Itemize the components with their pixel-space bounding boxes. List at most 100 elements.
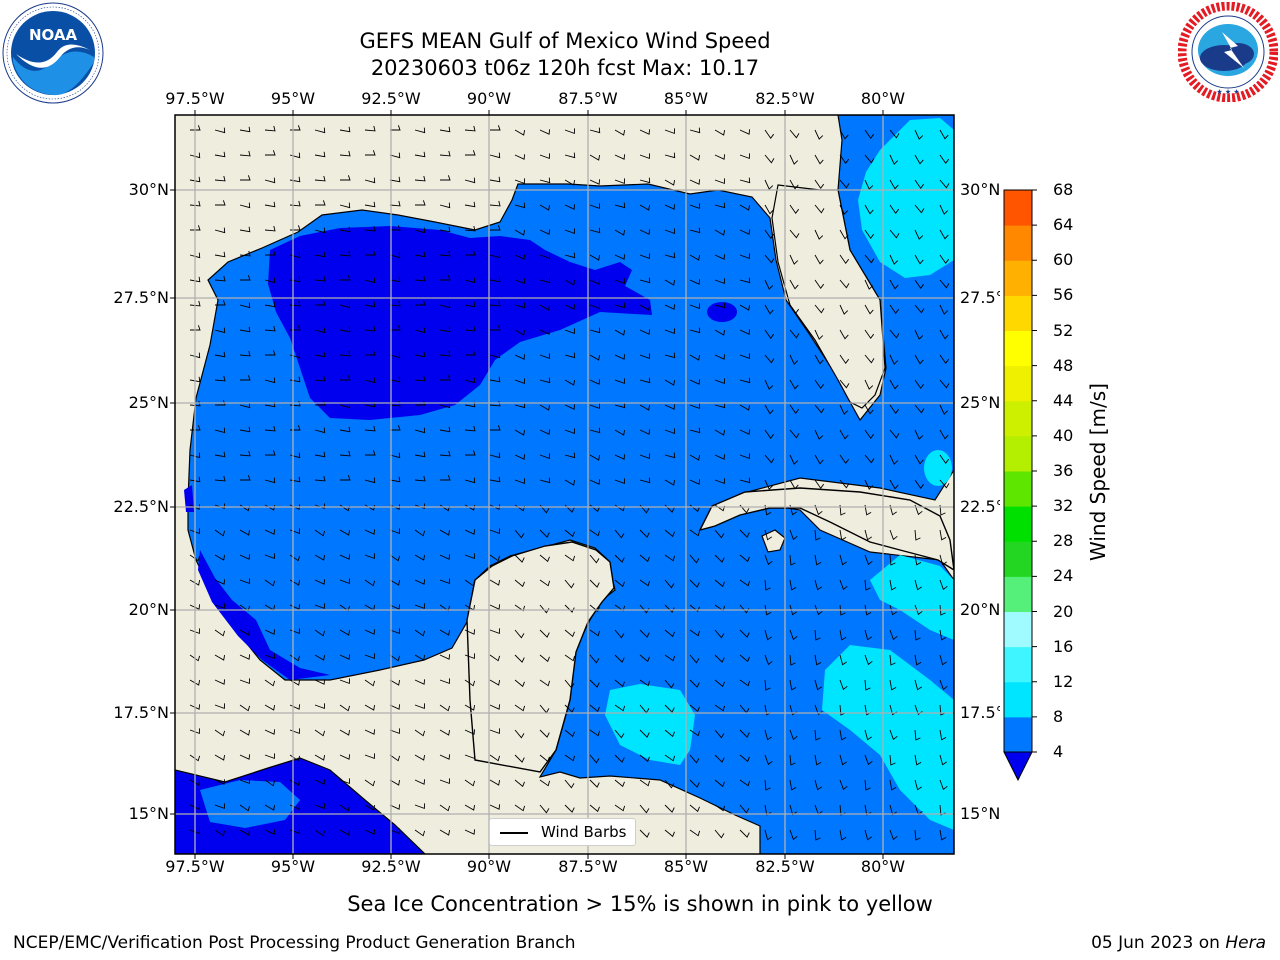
wind-barb	[839, 254, 850, 264]
wind-barb	[314, 754, 326, 761]
wind-barb	[339, 629, 351, 636]
wind-barb	[589, 403, 600, 410]
wind-barb	[789, 454, 799, 465]
wind-barb	[340, 375, 351, 381]
wind-barb	[564, 452, 576, 459]
wind-barb	[814, 454, 824, 465]
wind-barb	[489, 452, 501, 459]
wind-barb	[764, 529, 772, 541]
wind-barb	[639, 779, 651, 787]
wind-barb	[839, 129, 849, 140]
wind-barb	[239, 829, 251, 836]
wind-barb	[489, 152, 501, 159]
wind-barb	[314, 654, 326, 661]
low-wind-region-west	[198, 550, 330, 680]
wind-barb	[889, 554, 896, 566]
wind-barb	[339, 150, 351, 157]
wind-barb	[789, 729, 798, 741]
wind-barb	[439, 402, 451, 409]
wind-barb	[939, 379, 950, 389]
wind-barb	[564, 404, 576, 410]
wind-barb	[389, 779, 401, 786]
wind-barb	[189, 704, 201, 710]
wind-barb	[364, 225, 376, 232]
wind-barb	[589, 203, 600, 210]
wind-barb	[914, 204, 925, 214]
wind-barb	[464, 553, 475, 560]
wind-barb	[189, 754, 201, 762]
wind-barb	[839, 579, 848, 591]
wind-barb	[889, 804, 897, 816]
colorbar-tick-label: 64	[1053, 215, 1074, 235]
wind-barb	[339, 729, 351, 736]
wind-barb	[389, 200, 401, 207]
wind-barb	[389, 276, 401, 283]
wind-barb	[639, 554, 650, 563]
wind-barb	[889, 729, 898, 741]
wind-barb	[814, 579, 822, 591]
wind-barb	[589, 254, 601, 261]
wind-barb	[689, 729, 701, 737]
wind-barb	[314, 603, 325, 610]
wind-barb	[689, 804, 700, 813]
wind-barb	[614, 679, 625, 688]
wind-barb	[939, 429, 949, 440]
wind-barb	[414, 503, 425, 510]
wind-barb	[789, 204, 800, 214]
wind-barb	[389, 352, 401, 359]
wind-barb	[339, 326, 351, 333]
wind-barb	[264, 177, 276, 184]
wind-barb	[914, 654, 922, 666]
wind-barb	[589, 579, 600, 588]
wind-barb	[414, 275, 426, 282]
wind-barb	[589, 354, 601, 361]
wind-barb	[739, 229, 751, 235]
wind-barb	[789, 579, 797, 591]
map-title: GEFS MEAN Gulf of Mexico Wind Speed	[359, 29, 771, 53]
wind-barb	[689, 479, 701, 485]
wind-barb	[489, 779, 501, 786]
wind-barb	[465, 350, 476, 356]
wind-barb	[414, 475, 426, 482]
wind-barb	[414, 151, 426, 158]
wind-barb	[814, 529, 821, 541]
wind-barb	[364, 553, 375, 560]
wind-barb	[639, 453, 650, 460]
wind-barb	[864, 654, 873, 666]
wind-barb	[914, 404, 925, 414]
wind-barb	[214, 175, 226, 182]
wind-barb	[664, 452, 676, 459]
wind-barb	[614, 779, 625, 788]
wind-barb	[339, 678, 350, 685]
tick-label: 20°N	[128, 600, 169, 619]
wind-barb	[314, 503, 325, 510]
wind-barb	[264, 653, 275, 660]
wind-barb	[889, 479, 899, 490]
wind-barb	[489, 252, 501, 259]
wind-barb	[465, 150, 476, 156]
wind-barb	[314, 351, 326, 358]
wind-barb	[264, 804, 276, 811]
wind-barb	[864, 179, 874, 190]
wind-barb	[564, 179, 576, 186]
wind-barb	[864, 329, 875, 339]
wind-barb	[389, 176, 401, 183]
wind-barb	[539, 353, 550, 360]
wind-barb	[190, 325, 201, 331]
wind-barb	[514, 302, 526, 309]
wind-barb	[614, 429, 626, 436]
wind-barb	[364, 729, 376, 735]
wind-barb	[589, 179, 601, 185]
wind-barb	[864, 679, 871, 691]
wind-barb	[464, 704, 476, 711]
wind-barb	[639, 177, 651, 184]
wind-barbs	[189, 125, 950, 841]
wind-barb	[864, 354, 875, 364]
wind-barb	[239, 350, 251, 357]
wind-barb	[439, 754, 451, 760]
wind-barb	[939, 179, 950, 189]
wind-barb	[614, 254, 626, 260]
tick-label: 85°W	[663, 89, 709, 108]
wind-barb	[464, 529, 476, 535]
wind-barb	[389, 476, 401, 483]
